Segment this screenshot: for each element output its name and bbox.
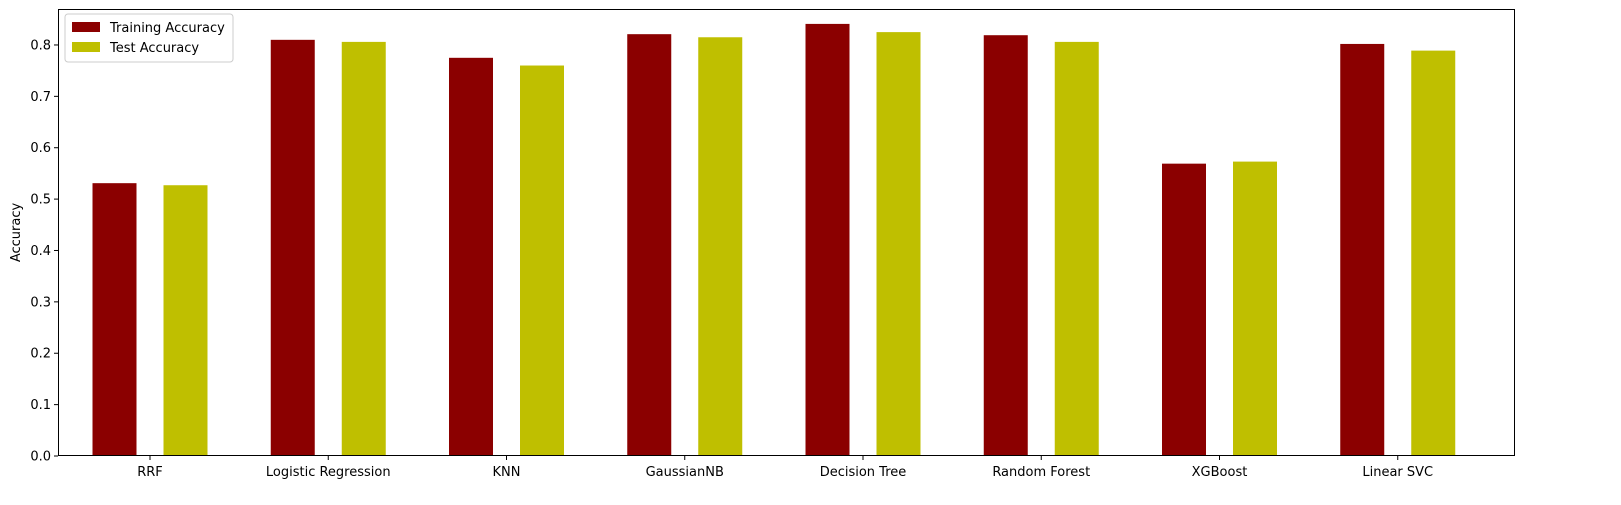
y-tick-label: 0.5 xyxy=(30,193,51,208)
legend-label-test: Test Accuracy xyxy=(109,41,199,56)
plot-frame xyxy=(58,9,1515,456)
test-accuracy-bar xyxy=(1411,50,1456,456)
training-accuracy-bar xyxy=(805,23,850,457)
legend-swatch-test xyxy=(72,42,100,52)
y-tick-label: 0.2 xyxy=(30,347,51,362)
x-tick-label: Random Forest xyxy=(992,465,1090,480)
y-tick-label: 0.4 xyxy=(30,244,51,259)
x-tick-label: RRF xyxy=(137,465,163,480)
legend-box xyxy=(64,13,234,63)
training-accuracy-bar xyxy=(1162,163,1206,456)
y-tick-label: 0.7 xyxy=(30,90,51,105)
y-tick-label: 0.6 xyxy=(30,141,51,156)
y-axis: 0.0 0.1 0.2 0.3 0.4 0.5 0.6 0.7 0.8 xyxy=(30,38,58,465)
x-tick-label: Decision Tree xyxy=(820,465,907,480)
y-tick-label: 0.8 xyxy=(30,38,51,53)
training-accuracy-bar xyxy=(627,34,672,456)
bars-group xyxy=(92,23,1456,457)
test-accuracy-bar xyxy=(1054,41,1099,457)
legend: Training Accuracy Test Accuracy xyxy=(64,13,234,63)
training-accuracy-bar xyxy=(983,35,1028,456)
test-accuracy-bar xyxy=(1233,161,1277,456)
x-tick-label: Linear SVC xyxy=(1362,465,1433,480)
x-tick-label: XGBoost xyxy=(1192,465,1248,480)
x-axis: RRF Logistic Regression KNN GaussianNB Decis… xyxy=(137,456,1433,480)
legend-label-training: Training Accuracy xyxy=(109,21,225,36)
training-accuracy-bar xyxy=(1340,43,1385,457)
x-tick-label: KNN xyxy=(493,465,521,480)
test-accuracy-bar xyxy=(520,65,564,456)
y-tick-label: 0.1 xyxy=(30,398,51,413)
training-accuracy-bar xyxy=(270,39,315,457)
test-accuracy-bar xyxy=(341,41,386,457)
y-tick-label: 0.0 xyxy=(30,450,51,465)
y-axis-title: Accuracy xyxy=(9,203,24,263)
test-accuracy-bar xyxy=(876,32,921,456)
test-accuracy-bar xyxy=(698,37,743,457)
training-accuracy-bar xyxy=(449,57,493,457)
test-accuracy-bar xyxy=(163,185,208,457)
x-tick-label: GaussianNB xyxy=(646,465,724,480)
training-accuracy-bar xyxy=(92,183,137,457)
legend-swatch-training xyxy=(72,22,100,32)
x-tick-label: Logistic Regression xyxy=(266,465,391,480)
y-tick-label: 0.3 xyxy=(30,295,51,310)
